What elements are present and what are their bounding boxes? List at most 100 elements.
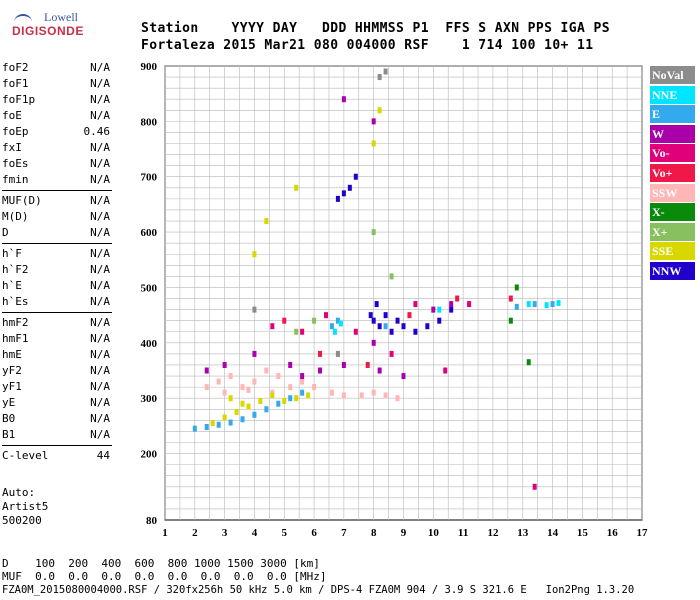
param-name: yF1 [2,380,22,393]
param-value: N/A [90,77,110,90]
data-point-e [276,400,281,407]
param-value: N/A [90,226,110,239]
param-row: M(D) N/A [2,209,112,225]
data-point-ssw [228,373,233,380]
param-value: N/A [90,109,110,122]
data-point-vo [300,328,305,335]
data-point-vo [443,367,448,374]
legend-item: SSW [650,183,695,202]
x-tick-label: 13 [517,527,529,539]
data-point-ssw [359,392,364,399]
data-point-nnw [377,323,382,330]
data-point-nne [526,301,531,308]
data-point-ssw [246,386,251,393]
data-point-ssw [288,384,293,391]
param-value: N/A [90,247,110,260]
data-point-x [371,229,376,236]
data-point-nnw [347,184,352,191]
data-point-w [341,96,346,103]
param-name: yF2 [2,364,22,377]
param-name: h`F2 [2,263,29,276]
polarization-legend: NoVal NNE E W Vo- Vo+ SSW X- X+ SSE NNW [650,66,695,282]
data-point-vo [365,361,370,368]
param-separator [2,445,112,446]
data-point-sse [264,218,269,225]
param-value: N/A [90,396,110,409]
param-value: N/A [90,412,110,425]
data-point-nne [332,328,337,335]
param-value: N/A [90,279,110,292]
legend-item: Vo- [650,144,695,163]
x-tick-label: 8 [371,527,377,539]
file-info-line: FZA0M_2015080004000.RSF / 320fx256h 50 k… [2,584,635,596]
data-point-noval [377,74,382,81]
param-row: foEs N/A [2,156,112,172]
param-row: hmF1 N/A [2,331,112,347]
data-point-sse [294,395,299,402]
data-point-e [228,419,233,426]
data-point-sse [306,392,311,399]
data-point-w [371,339,376,346]
data-point-nne [437,306,442,313]
data-point-x [312,317,317,324]
data-point-w [204,367,209,374]
y-tick-label: 700 [141,172,158,184]
data-point-nnw [374,301,379,308]
param-row: yF2 N/A [2,363,112,379]
data-point-nnw [413,328,418,335]
data-point-vo [413,301,418,308]
data-point-nnw [425,323,430,330]
param-row: h`F2 N/A [2,262,112,278]
data-point-sse [246,403,251,410]
logo-text-digisonde: DIGISONDE [12,24,84,38]
param-row: foF2 N/A [2,60,112,76]
data-point-nnw [401,323,406,330]
y-tick-label: 400 [141,338,158,350]
data-point-e [335,317,340,324]
footer-d-row: D 100 200 400 600 800 1000 1500 3000 [km… [2,557,320,570]
param-row: foF1p N/A [2,92,112,108]
data-point-vo [318,350,323,357]
data-point-nne [556,299,561,306]
x-tick-label: 16 [607,527,619,539]
param-name: foEp [2,125,29,138]
data-point-ssw [222,389,227,396]
param-row: foEp 0.46 [2,124,112,140]
x-tick-label: 15 [577,527,589,539]
data-point-e [514,303,519,310]
data-point-sse [371,140,376,147]
param-name: fmin [2,173,29,186]
data-point-e [264,406,269,413]
data-point-e [383,323,388,330]
data-point-noval [335,350,340,357]
param-value: N/A [90,173,110,186]
data-point-vo [467,301,472,308]
footer-table: D 100 200 400 600 800 1000 1500 3000 [km… [2,557,327,583]
data-point-x [294,328,299,335]
data-point-vo [407,312,412,319]
data-point-nnw [371,317,376,324]
legend-item: NNE [650,85,695,104]
data-point-vo [455,295,460,302]
param-value: N/A [90,380,110,393]
data-point-ssw [300,378,305,385]
data-point-ssw [276,373,281,380]
data-point-nne [544,302,549,309]
data-point-ssw [264,367,269,374]
data-point-ssw [341,392,346,399]
data-point-nnw [389,328,394,335]
param-separator [2,312,112,313]
param-value: N/A [90,210,110,223]
param-name: C-level [2,449,49,462]
data-point-w [449,301,454,308]
data-point-sse [210,420,215,427]
data-point-vo [532,483,537,490]
param-row: B0 N/A [2,411,112,427]
data-point-sse [222,414,227,421]
legend-item: NNW [650,261,695,280]
x-tick-label: 1 [162,527,168,539]
x-tick-label: 2 [192,527,198,539]
data-point-w [318,367,323,374]
param-separator [2,190,112,191]
